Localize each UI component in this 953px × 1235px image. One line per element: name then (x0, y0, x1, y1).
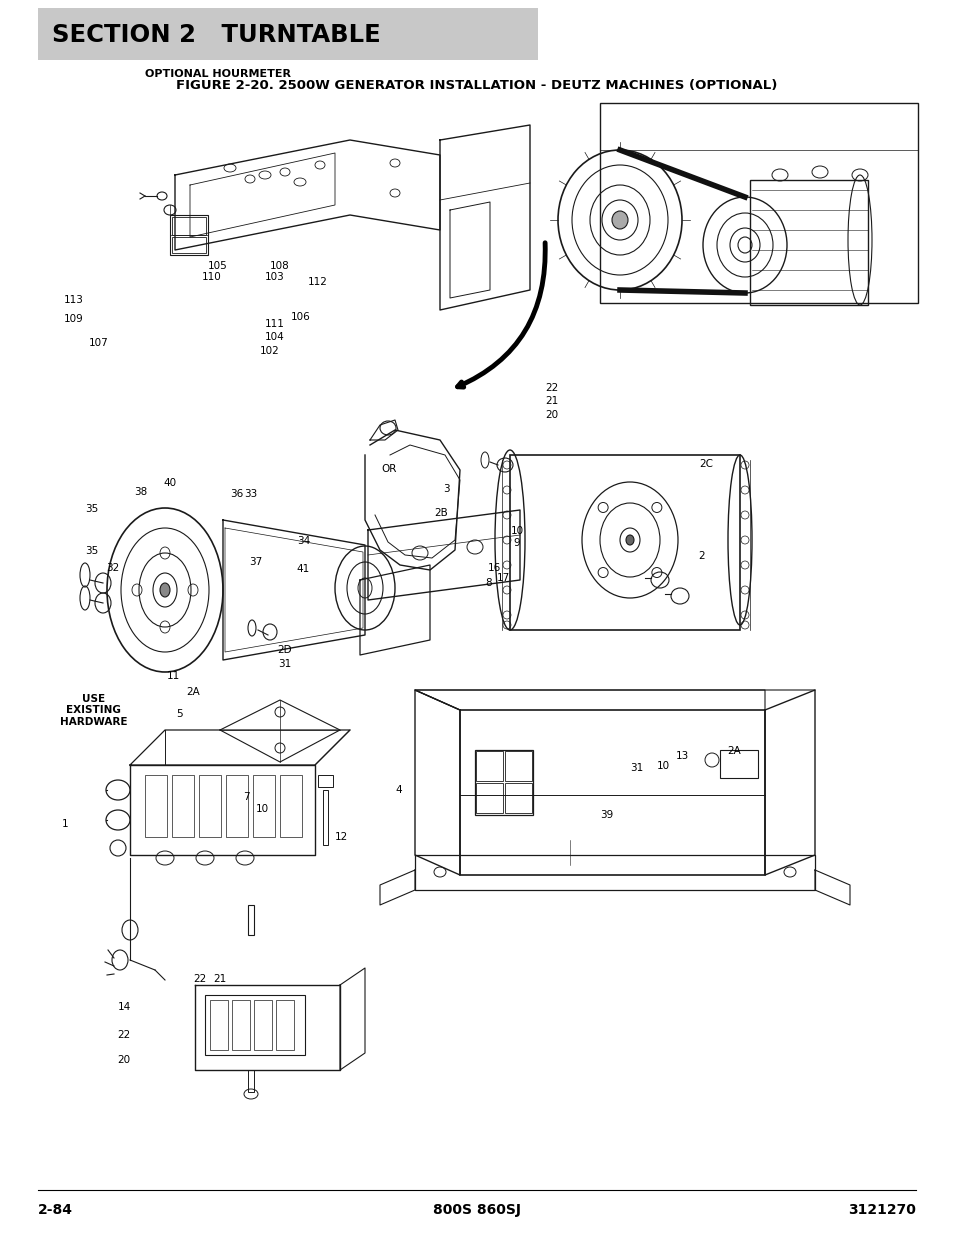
Bar (475, 750, 533, 815)
Bar (749, 180, 867, 305)
Text: 11: 11 (167, 671, 180, 680)
Text: 107: 107 (89, 338, 108, 348)
Text: 5: 5 (176, 709, 182, 719)
Text: 14: 14 (117, 1002, 131, 1011)
Text: 105: 105 (208, 261, 227, 270)
Bar (145, 776, 167, 837)
Ellipse shape (625, 535, 634, 545)
Bar (599, 103, 917, 303)
Bar (226, 776, 248, 837)
Text: 37: 37 (249, 557, 262, 567)
Text: FIGURE 2-20. 2500W GENERATOR INSTALLATION - DEUTZ MACHINES (OPTIONAL): FIGURE 2-20. 2500W GENERATOR INSTALLATIO… (176, 79, 777, 91)
Bar (275, 1000, 294, 1050)
Text: 1: 1 (62, 819, 68, 829)
Text: OPTIONAL HOURMETER: OPTIONAL HOURMETER (144, 69, 291, 79)
Text: 2D: 2D (276, 645, 292, 655)
Text: 22: 22 (544, 383, 558, 393)
Bar (172, 237, 206, 253)
Text: 13: 13 (675, 751, 688, 761)
Text: 108: 108 (270, 261, 289, 270)
Bar (253, 1000, 272, 1050)
Text: OR: OR (381, 464, 396, 474)
Text: 34: 34 (296, 536, 310, 546)
Text: 109: 109 (64, 314, 83, 324)
Text: 31: 31 (277, 659, 291, 669)
Ellipse shape (160, 583, 170, 597)
Bar (210, 1000, 228, 1050)
Text: 21: 21 (213, 974, 226, 984)
Text: 3: 3 (443, 484, 449, 494)
Bar (720, 750, 758, 778)
Bar (38, 7, 537, 61)
Text: 103: 103 (265, 272, 284, 282)
Text: 20: 20 (544, 410, 558, 420)
Text: 21: 21 (544, 396, 558, 406)
Text: 35: 35 (85, 546, 98, 556)
Text: 3121270: 3121270 (847, 1203, 915, 1216)
Bar (476, 783, 502, 813)
Bar (510, 454, 740, 630)
Bar (253, 776, 274, 837)
Text: 110: 110 (202, 272, 221, 282)
Bar (232, 1000, 250, 1050)
Bar (248, 905, 253, 935)
Bar (248, 1070, 253, 1092)
Text: 40: 40 (163, 478, 176, 488)
Text: 4: 4 (395, 785, 401, 795)
Text: 32: 32 (106, 563, 119, 573)
Text: 2A: 2A (727, 746, 740, 756)
Bar (504, 751, 532, 781)
Text: 17: 17 (497, 573, 510, 583)
Ellipse shape (612, 211, 627, 228)
Text: 2-84: 2-84 (38, 1203, 73, 1216)
Text: 10: 10 (255, 804, 269, 814)
Bar (323, 790, 328, 845)
Bar (172, 776, 193, 837)
Text: 9: 9 (514, 538, 519, 548)
Text: 10: 10 (510, 526, 523, 536)
Text: 39: 39 (599, 810, 613, 820)
Text: 102: 102 (260, 346, 279, 356)
Bar (317, 776, 333, 787)
Text: SECTION 2   TURNTABLE: SECTION 2 TURNTABLE (52, 23, 380, 47)
Text: 10: 10 (656, 761, 669, 771)
Text: 22: 22 (117, 1030, 131, 1040)
Text: 16: 16 (487, 563, 500, 573)
Text: 12: 12 (335, 832, 348, 842)
Text: 31: 31 (629, 763, 642, 773)
Text: 113: 113 (64, 295, 83, 305)
Text: 22: 22 (193, 974, 207, 984)
Bar (205, 995, 305, 1055)
Text: 2A: 2A (186, 687, 199, 697)
Text: 41: 41 (296, 564, 310, 574)
Bar (199, 776, 221, 837)
Bar (170, 215, 208, 254)
Text: 111: 111 (265, 319, 284, 329)
Text: 35: 35 (85, 504, 98, 514)
Text: 104: 104 (265, 332, 284, 342)
Bar (280, 776, 302, 837)
Text: 106: 106 (291, 312, 310, 322)
Text: 33: 33 (244, 489, 257, 499)
Text: 2B: 2B (434, 508, 447, 517)
Text: 2C: 2C (699, 459, 712, 469)
Text: USE
EXISTING
HARDWARE: USE EXISTING HARDWARE (60, 694, 127, 726)
Text: 36: 36 (230, 489, 243, 499)
Bar (172, 217, 206, 235)
Bar (459, 710, 764, 876)
Bar (504, 783, 532, 813)
Bar (476, 751, 502, 781)
Text: 20: 20 (117, 1055, 131, 1065)
Text: 2: 2 (698, 551, 703, 561)
Text: 7: 7 (243, 792, 249, 802)
Text: 112: 112 (308, 277, 327, 287)
Text: 800S 860SJ: 800S 860SJ (433, 1203, 520, 1216)
Text: 38: 38 (134, 487, 148, 496)
Text: 8: 8 (485, 578, 491, 588)
